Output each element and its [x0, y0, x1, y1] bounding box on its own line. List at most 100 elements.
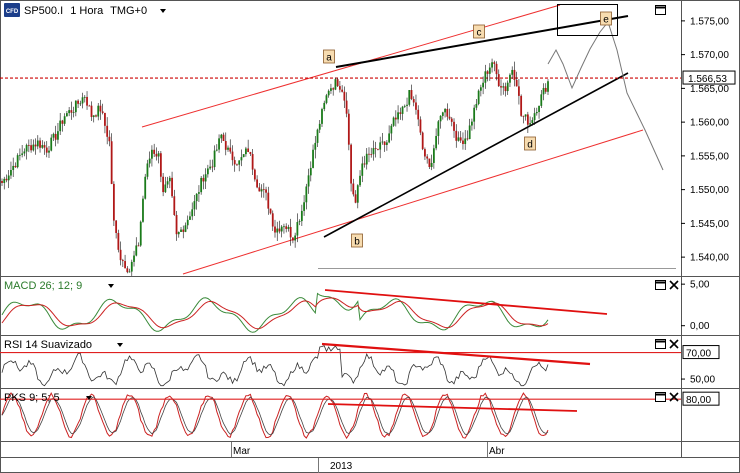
macd-line	[1, 292, 549, 333]
candle-body	[95, 115, 97, 117]
candle-body	[274, 226, 276, 233]
candle-body	[435, 135, 438, 149]
rsi-title[interactable]: RSI 14 Suavizado	[4, 339, 123, 351]
pks-title[interactable]: PKS 9; 5; 5	[4, 392, 92, 404]
candle-body	[233, 160, 236, 165]
macd-maximize-button[interactable]	[655, 280, 666, 290]
wave-label: e	[603, 15, 609, 26]
logo-text: CFD	[6, 9, 19, 15]
candle-body	[394, 117, 397, 120]
candle-body	[497, 74, 500, 87]
elliott-annotations[interactable]: a b c d e	[323, 11, 612, 248]
price-channel[interactable]: 1.566,53	[0, 4, 736, 275]
candle-body	[101, 111, 104, 113]
rsi-chevron-down-icon[interactable]	[117, 343, 123, 347]
candle-body	[186, 219, 189, 226]
candle-body	[365, 153, 368, 165]
pks-maximize-button[interactable]	[655, 392, 666, 402]
candle-body	[484, 71, 487, 83]
candle-body	[61, 120, 64, 124]
candle-body	[54, 133, 57, 140]
macd-chevron-down-icon[interactable]	[108, 284, 114, 288]
candle-body	[327, 90, 330, 96]
candle-body	[115, 220, 118, 233]
macd-label[interactable]: MACD 26; 12; 9	[4, 280, 82, 292]
macd-divergence-line	[324, 289, 608, 315]
pks-label[interactable]: PKS 9; 5; 5	[4, 392, 60, 404]
candle-body	[157, 153, 160, 157]
candle-body	[457, 137, 460, 141]
y-tick-label: 1.575,00	[690, 16, 729, 27]
rsi-close-icon[interactable]	[669, 339, 679, 349]
price-axis: 1.540,00 1.545,00 1.550,00 1.555,00 1.560,00…	[681, 16, 729, 264]
candle-body	[300, 210, 303, 222]
chevron-down-icon[interactable]	[160, 9, 166, 13]
candle-body	[363, 163, 366, 165]
candle-body	[531, 120, 534, 124]
candle-body	[459, 137, 462, 141]
candle-body	[361, 163, 364, 176]
candle-body	[444, 108, 446, 113]
candle-body	[220, 134, 223, 139]
candle-body	[415, 102, 417, 110]
candle-body	[229, 147, 232, 152]
candle-body	[318, 123, 321, 130]
candle-body	[377, 148, 379, 150]
instrument-name[interactable]: SP500.I	[24, 5, 63, 17]
candle-body	[509, 74, 511, 83]
instrument-title[interactable]: SP500.I 1 Hora TMG+0	[24, 5, 147, 17]
candle-body	[271, 213, 274, 227]
candle-body	[48, 150, 50, 153]
candle-body	[280, 226, 283, 232]
candle-body	[10, 169, 12, 176]
candle-body	[468, 125, 471, 140]
candle-body	[504, 86, 507, 92]
candle-body	[289, 226, 292, 238]
candle-body	[428, 158, 431, 167]
macd-title[interactable]: MACD 26; 12; 9	[4, 280, 114, 292]
candle-body	[77, 100, 79, 104]
candle-body	[142, 198, 144, 222]
target-box	[557, 4, 618, 36]
interval-label[interactable]: 1 Hora	[70, 5, 104, 17]
rsi-label[interactable]: RSI 14 Suavizado	[4, 339, 92, 351]
candle-body	[265, 189, 267, 193]
candle-body	[491, 62, 493, 68]
candle-body	[151, 149, 153, 159]
candle-body	[211, 166, 214, 168]
rsi-level-70-label-box	[682, 345, 720, 360]
candle-body	[334, 79, 337, 90]
candle-body	[130, 261, 133, 272]
timezone-label[interactable]: TMG+0	[110, 5, 147, 17]
candle-body	[354, 194, 357, 203]
candle-body	[206, 168, 209, 175]
candle-body	[406, 104, 408, 106]
candle-body	[513, 69, 516, 80]
rsi-maximize-button[interactable]	[655, 339, 666, 349]
candle-body	[39, 140, 41, 148]
candle-body	[446, 108, 449, 117]
candle-body	[350, 144, 352, 184]
candle-body	[385, 142, 388, 145]
candle-body	[276, 228, 279, 233]
candle-body	[526, 114, 529, 125]
candle-body	[285, 226, 288, 229]
y-tick-label: 1.570,00	[690, 50, 729, 61]
price-pane-maximize-button[interactable]	[655, 5, 666, 15]
candle-body	[535, 111, 538, 114]
candle-body	[256, 179, 258, 188]
candle-body	[448, 116, 451, 119]
pks-close-icon[interactable]	[669, 392, 679, 402]
candle-body	[401, 106, 404, 114]
candle-body	[86, 96, 88, 106]
candle-body	[184, 225, 187, 232]
pks-chevron-down-icon[interactable]	[86, 396, 92, 400]
candle-body	[296, 222, 299, 236]
chart-header[interactable]: CFD SP500.I 1 Hora TMG+0	[4, 3, 166, 17]
candle-body	[533, 113, 536, 121]
macd-close-icon[interactable]	[669, 280, 679, 290]
candle-body	[159, 153, 162, 177]
wave-label-box	[524, 136, 536, 151]
candle-body	[180, 229, 182, 232]
candle-body	[108, 136, 111, 142]
